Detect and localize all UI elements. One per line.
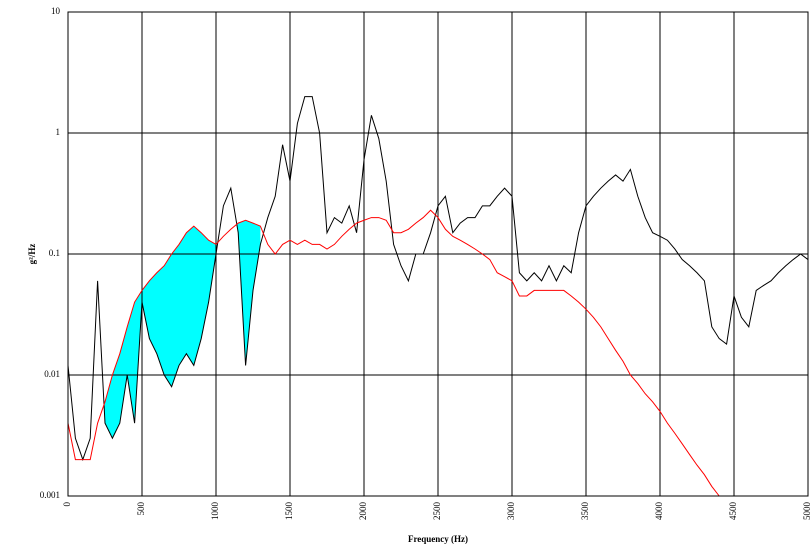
y-tick-label: 1 [56, 127, 61, 137]
x-tick-label: 4000 [654, 502, 664, 521]
y-tick-label: 10 [51, 6, 61, 16]
x-tick-label: 0 [62, 502, 72, 507]
series-line [67, 209, 720, 497]
x-tick-label: 3500 [580, 502, 590, 521]
y-tick-label: 0.01 [44, 369, 60, 379]
plot-border [67, 11, 809, 497]
x-tick-label: 1000 [210, 502, 220, 521]
y-tick-label: 0.1 [49, 248, 60, 258]
exceedance-fill [104, 226, 218, 439]
x-tick-label: 3000 [506, 502, 516, 521]
x-tick-label: 4500 [728, 502, 738, 521]
x-tick-label: 1500 [284, 502, 294, 521]
y-axis-title: g²/Hz [27, 244, 37, 265]
x-tick-label: 2000 [358, 502, 368, 521]
y-tick-label: 0.001 [40, 490, 60, 500]
x-axis-title: Frequency (Hz) [408, 534, 468, 544]
x-tick-label: 5000 [802, 502, 811, 521]
exceedance-fill [236, 220, 261, 366]
x-tick-label: 2500 [432, 502, 442, 521]
x-tick-label: 500 [136, 502, 146, 516]
series-line [67, 96, 809, 462]
